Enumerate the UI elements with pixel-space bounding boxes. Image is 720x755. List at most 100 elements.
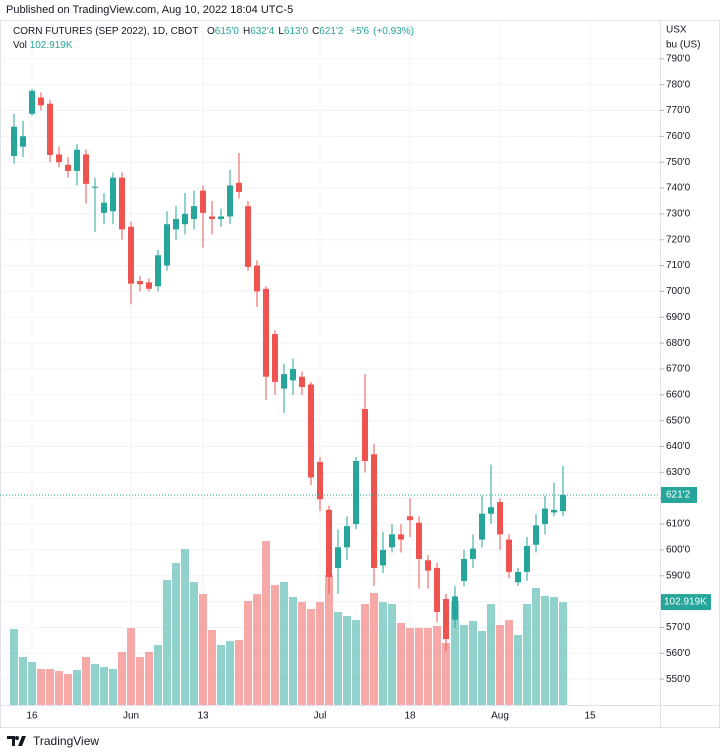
volume-tag-label: 102.919K (664, 597, 707, 608)
ohlc-value: 621'2 (319, 26, 344, 37)
candle-body (389, 534, 395, 548)
axis-unit: USX (666, 25, 687, 36)
volume-bar (388, 604, 396, 705)
candle-body (416, 522, 422, 559)
volume-bar (532, 588, 540, 705)
candle-body (146, 282, 152, 289)
volume-bar (514, 635, 522, 705)
y-tick-label: 550'0 (666, 674, 691, 685)
candle-body (434, 568, 440, 612)
candle-body (479, 513, 485, 540)
volume-bar (172, 563, 180, 705)
candle-body (524, 546, 530, 572)
candle-body (353, 460, 359, 525)
volume-bar (46, 669, 54, 705)
volume-bar (550, 597, 558, 705)
volume-bar (10, 629, 18, 705)
volume-bar (208, 630, 216, 705)
y-tick-label: 720'0 (666, 234, 691, 245)
x-tick-label: Jun (123, 711, 139, 722)
volume-bar (478, 631, 486, 705)
last-price-label: 621'2 (666, 490, 691, 501)
candle-body (173, 219, 179, 230)
candle-body (515, 571, 521, 583)
y-tick-label: 770'0 (666, 105, 691, 116)
volume-bar (127, 628, 135, 705)
volume-bar (64, 674, 72, 705)
volume-bar (316, 602, 324, 705)
volume-bar (442, 643, 450, 705)
candle-body (371, 454, 377, 568)
candle-body (443, 599, 449, 640)
candle-body (56, 154, 62, 163)
volume-bar (433, 626, 441, 705)
footer: TradingView (6, 734, 99, 748)
volume-bar (163, 580, 171, 705)
y-tick-label: 630'0 (666, 467, 691, 478)
candle-body (551, 509, 557, 513)
volume-bar (280, 582, 288, 705)
candle-body (326, 509, 332, 578)
change: +5'6 (350, 26, 370, 37)
candle-body (74, 149, 80, 171)
ohlc-key: H (242, 26, 251, 37)
ohlc-value: 613'0 (283, 26, 309, 37)
candle-body (110, 177, 116, 212)
volume-bar (559, 602, 567, 705)
volume-bar (190, 582, 198, 705)
candle-body (236, 182, 242, 192)
candle-body (155, 255, 161, 287)
change-pct: (+0.93%) (373, 26, 414, 37)
volume-bar (181, 549, 189, 705)
volume-bar (523, 604, 531, 705)
volume-bar (235, 640, 243, 705)
y-tick-label: 760'0 (666, 131, 691, 142)
y-tick-label: 560'0 (666, 648, 691, 659)
candle-body (362, 409, 368, 461)
volume-bar (262, 541, 270, 705)
y-tick-label: 750'0 (666, 157, 691, 168)
y-tick-label: 610'0 (666, 519, 691, 530)
candle-body (533, 525, 539, 545)
candle-body (209, 216, 215, 220)
ohlc-key: O (207, 26, 215, 37)
volume-bar (406, 628, 414, 705)
y-tick-label: 570'0 (666, 622, 691, 633)
volume-bar (298, 602, 306, 705)
ohlc: O615'0 H632'4 L613'0 C621'2 (207, 26, 347, 37)
candle-body (47, 103, 53, 155)
volume-bar (487, 604, 495, 705)
volume-bar (154, 645, 162, 705)
y-tick-label: 650'0 (666, 415, 691, 426)
candle-body (542, 508, 548, 525)
axis-unit: bu (US) (666, 40, 700, 51)
volume-bar (505, 620, 513, 705)
candle-body (38, 97, 44, 106)
volume-bar (37, 669, 45, 705)
y-tick-label: 670'0 (666, 364, 691, 375)
brand: TradingView (33, 734, 100, 748)
volume-bar (307, 609, 315, 705)
candle-body (344, 526, 350, 548)
volume-name: Vol (13, 40, 27, 51)
candle-body (335, 547, 341, 568)
candle-body (245, 206, 251, 267)
candle-body (272, 334, 278, 382)
y-tick-label: 780'0 (666, 79, 691, 90)
candle-body (254, 265, 260, 292)
y-tick-label: 690'0 (666, 312, 691, 323)
last-price-tag (661, 486, 697, 503)
candle-body (29, 90, 35, 114)
volume-bar (253, 594, 261, 705)
candle-body (380, 549, 386, 566)
candle-body (200, 190, 206, 213)
y-tick-label: 790'0 (666, 53, 691, 64)
candle-body (308, 384, 314, 478)
volume-bar (469, 621, 477, 705)
candle-body (290, 368, 296, 381)
x-tick-label: 13 (197, 711, 209, 722)
candle-body (11, 126, 17, 156)
candle-body (470, 548, 476, 559)
